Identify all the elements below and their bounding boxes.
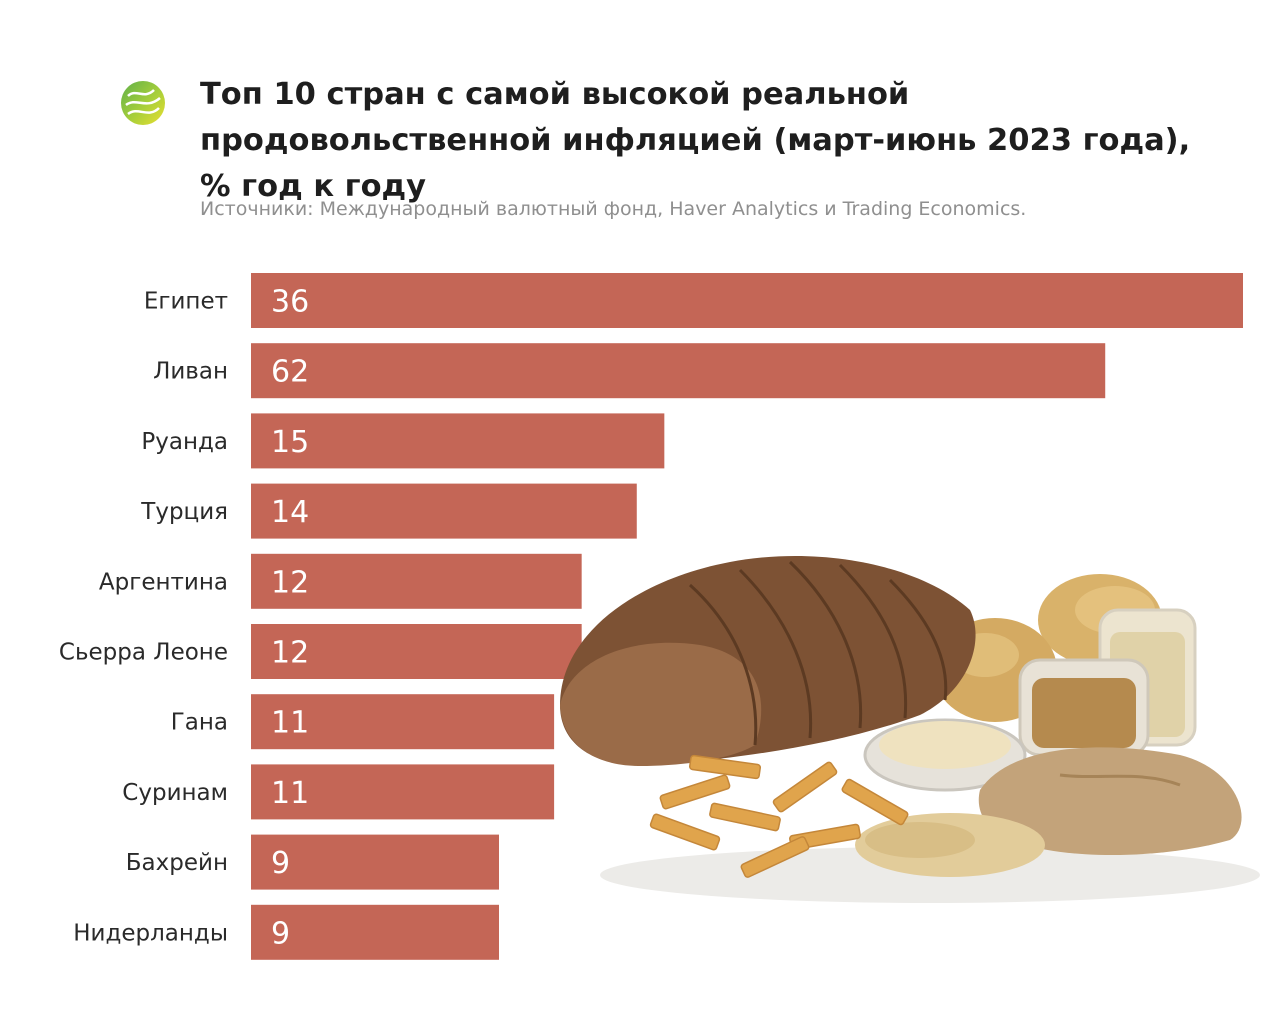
bar-8 — [251, 764, 555, 820]
brand-logo-icon — [121, 81, 165, 125]
value-label: 15 — [271, 425, 309, 460]
category-label: Гана — [171, 710, 228, 736]
category-label: Нидерланды — [73, 920, 228, 946]
bread-and-grains-photo — [560, 555, 1260, 903]
category-label: Египет — [144, 289, 228, 315]
bar-4 — [251, 483, 637, 539]
value-label: 12 — [271, 565, 309, 600]
value-label: 11 — [271, 706, 309, 741]
chart-title: Топ 10 стран с самой высокой реальной пр… — [200, 77, 1191, 204]
bar-2 — [251, 343, 1106, 399]
bar-7 — [251, 694, 555, 750]
category-label: Руанда — [141, 429, 228, 455]
bar-10 — [251, 904, 499, 960]
value-label: 36 — [271, 285, 309, 320]
category-label: Сьерра Леоне — [59, 640, 228, 666]
bar-3 — [251, 413, 665, 469]
bar-9 — [251, 834, 499, 890]
value-label: 11 — [271, 776, 309, 811]
value-label: 9 — [271, 916, 290, 951]
bar-6 — [251, 624, 582, 679]
value-label: 9 — [271, 846, 290, 881]
category-label: Турция — [140, 499, 228, 525]
category-label: Бахрейн — [126, 850, 228, 876]
value-label: 14 — [271, 495, 309, 530]
chart-source: Источники: Международный валютный фонд, … — [200, 198, 1027, 220]
value-label: 12 — [271, 636, 309, 671]
bar-5 — [251, 553, 582, 609]
category-label: Суринам — [122, 780, 228, 806]
value-label: 62 — [271, 355, 309, 390]
bar-1 — [251, 273, 1243, 328]
category-label: Ливан — [153, 359, 228, 385]
category-label: Аргентина — [99, 569, 228, 595]
